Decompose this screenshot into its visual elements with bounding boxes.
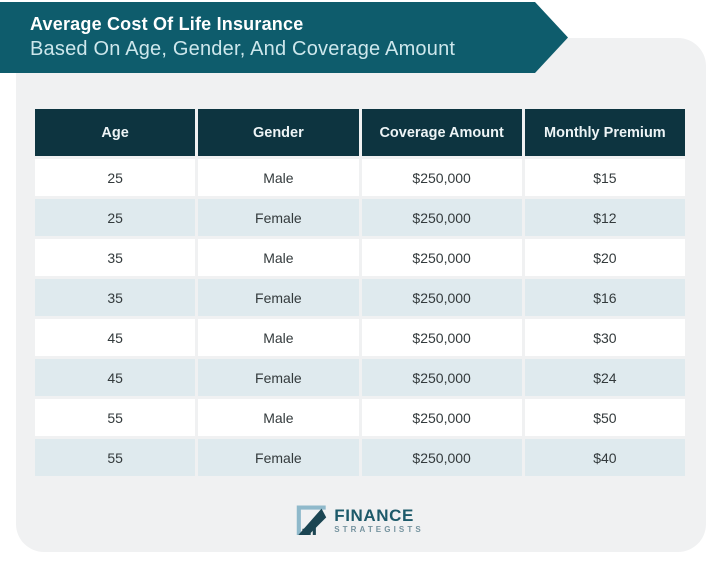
table-cell: $250,000 [361, 399, 522, 436]
table-cell: 25 [35, 199, 196, 236]
table-body: 25 Male $250,000 $15 25 Female $250,000 $12 35 Ma… [35, 159, 685, 476]
table-header: Age Gender Coverage Amount Monthly Premium [35, 109, 685, 156]
table-cell: 35 [35, 279, 196, 316]
table-cell: Female [198, 359, 359, 396]
table-cell: $250,000 [361, 199, 522, 236]
column-header: Monthly Premium [524, 109, 685, 156]
header-row: Age Gender Coverage Amount Monthly Premium [35, 109, 685, 156]
table-cell: Female [198, 279, 359, 316]
page-title: Average Cost Of Life Insurance [30, 14, 304, 34]
table-cell: $30 [524, 319, 685, 356]
table-cell: Male [198, 239, 359, 276]
table-cell: Female [198, 199, 359, 236]
page-subtitle: Based On Age, Gender, And Coverage Amoun… [30, 38, 456, 60]
table-cell: $250,000 [361, 279, 522, 316]
table-row: 45 Female $250,000 $24 [35, 359, 685, 396]
table-cell: $12 [524, 199, 685, 236]
table-cell: $250,000 [361, 319, 522, 356]
table-cell: 25 [35, 159, 196, 196]
table-row: 45 Male $250,000 $30 [35, 319, 685, 356]
table-cell: $15 [524, 159, 685, 196]
table-cell: Male [198, 319, 359, 356]
logo-text: FINANCE STRATEGISTS [334, 507, 424, 534]
column-header: Age [35, 109, 196, 156]
table-row: 55 Male $250,000 $50 [35, 399, 685, 436]
table-container: Age Gender Coverage Amount Monthly Premium … [32, 106, 688, 479]
table-cell: $250,000 [361, 159, 522, 196]
table-cell: $50 [524, 399, 685, 436]
table-cell: Male [198, 159, 359, 196]
table-row: 25 Male $250,000 $15 [35, 159, 685, 196]
table-cell: 45 [35, 359, 196, 396]
table-row: 35 Male $250,000 $20 [35, 239, 685, 276]
table-cell: $250,000 [361, 439, 522, 476]
table-cell: $24 [524, 359, 685, 396]
table-cell: 55 [35, 399, 196, 436]
table-row: 55 Female $250,000 $40 [35, 439, 685, 476]
column-header: Gender [198, 109, 359, 156]
table-cell: 45 [35, 319, 196, 356]
table-cell: $250,000 [361, 239, 522, 276]
data-table: Age Gender Coverage Amount Monthly Premium … [32, 106, 688, 479]
finance-strategists-logo: FINANCE STRATEGISTS [296, 505, 424, 536]
table-row: 25 Female $250,000 $12 [35, 199, 685, 236]
table-cell: 55 [35, 439, 196, 476]
table-cell: Female [198, 439, 359, 476]
table-cell: $16 [524, 279, 685, 316]
title-banner: Average Cost Of Life Insurance Based On … [0, 2, 568, 73]
logo-brand-name: FINANCE [334, 506, 415, 525]
table-cell: $20 [524, 239, 685, 276]
column-header: Coverage Amount [361, 109, 522, 156]
table-cell: $250,000 [361, 359, 522, 396]
table-cell: 35 [35, 239, 196, 276]
table-cell: $40 [524, 439, 685, 476]
table-row: 35 Female $250,000 $16 [35, 279, 685, 316]
table-cell: Male [198, 399, 359, 436]
logo-tagline: STRATEGISTS [334, 525, 424, 534]
bar-chart-arrow-icon [296, 505, 327, 535]
